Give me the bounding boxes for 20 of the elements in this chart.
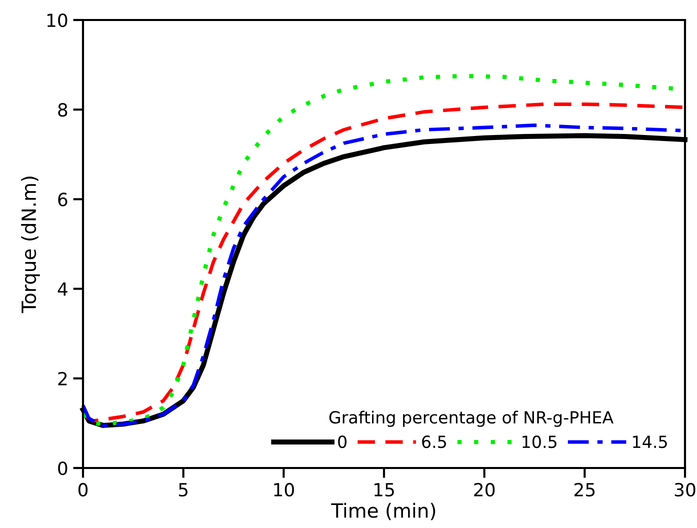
- y-tick-label: 4: [58, 282, 68, 296]
- legend-title: Grafting percentage of NR-g-PHEA: [329, 410, 614, 427]
- y-tick-label: 6: [58, 192, 68, 206]
- x-tick-label: 25: [574, 482, 595, 497]
- legend-label: 0: [338, 435, 347, 448]
- legend-label: 6.5: [422, 435, 446, 448]
- y-tick-label: 10: [47, 13, 68, 28]
- x-tick-label: 0: [78, 482, 88, 497]
- y-axis-title: Torque (dN.m): [21, 176, 40, 314]
- y-tick-label: 0: [58, 461, 68, 476]
- x-tick-label: 20: [474, 482, 495, 497]
- y-tick-label: 8: [58, 103, 68, 117]
- y-tick-label: 2: [58, 372, 67, 386]
- x-tick-label: 5: [178, 483, 188, 497]
- legend-label: 10.5: [522, 435, 556, 448]
- x-tick-label: 30: [674, 482, 696, 497]
- x-tick-label: 15: [374, 483, 394, 497]
- x-tick-label: 10: [274, 482, 294, 497]
- legend-label: 14.5: [633, 436, 667, 448]
- x-axis-title: Time (min): [331, 502, 436, 520]
